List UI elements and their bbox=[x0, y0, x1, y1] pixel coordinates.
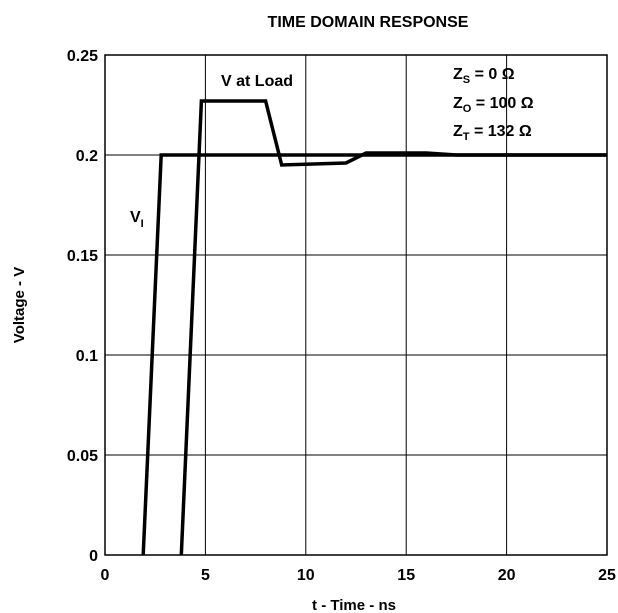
series-layer bbox=[141, 99, 607, 556]
y-axis-title: Voltage - V bbox=[11, 267, 28, 343]
annotation-zo-sub: O bbox=[463, 103, 472, 115]
y-tick-label: 0.1 bbox=[76, 348, 98, 365]
annotation-zt-main: Z bbox=[453, 123, 463, 140]
x-tick-label: 15 bbox=[397, 567, 415, 584]
annotation-zt-rest: = 132 Ω bbox=[470, 123, 532, 140]
y-tick-label: 0.05 bbox=[67, 448, 98, 465]
annotation-zt-sub: T bbox=[463, 131, 470, 143]
y-tick-label: 0.15 bbox=[67, 248, 98, 265]
x-tick-label: 20 bbox=[498, 567, 516, 584]
series-label-v-at-load: V at Load bbox=[221, 73, 293, 90]
annotation-zo-main: Z bbox=[453, 95, 463, 112]
annotation-zo: ZO = 100 Ω bbox=[453, 95, 534, 115]
x-tick-label: 5 bbox=[201, 567, 210, 584]
y-tick-label: 0.25 bbox=[67, 48, 98, 65]
x-tick-label: 0 bbox=[101, 567, 110, 584]
annotation-zs-rest: = 0 Ω bbox=[470, 66, 515, 83]
x-tick-label: 25 bbox=[598, 567, 616, 584]
annotation-zt: ZT = 132 Ω bbox=[453, 123, 532, 143]
plot-frame bbox=[104, 54, 608, 556]
y-tick-labels: 0 0.05 0.1 0.15 0.2 0.25 bbox=[67, 48, 98, 565]
series-label-vi-main: V bbox=[130, 209, 141, 226]
x-tick-labels: 0 5 10 15 20 25 bbox=[101, 567, 616, 584]
annotation-zs-main: Z bbox=[453, 66, 463, 83]
x-axis-title: t - Time - ns bbox=[312, 597, 396, 613]
annotation-zs: ZS = 0 Ω bbox=[453, 66, 515, 86]
series-label-vi: VI bbox=[130, 209, 144, 230]
annotation-zs-sub: S bbox=[463, 74, 470, 86]
annotation-zo-rest: = 100 Ω bbox=[471, 95, 533, 112]
series-line-v-at-load bbox=[179, 99, 607, 556]
y-tick-label: 0.2 bbox=[76, 148, 98, 165]
series-label-vi-sub: I bbox=[141, 218, 144, 230]
chart-title: TIME DOMAIN RESPONSE bbox=[268, 14, 469, 31]
y-tick-label: 0 bbox=[89, 548, 98, 565]
x-tick-label: 10 bbox=[297, 567, 315, 584]
